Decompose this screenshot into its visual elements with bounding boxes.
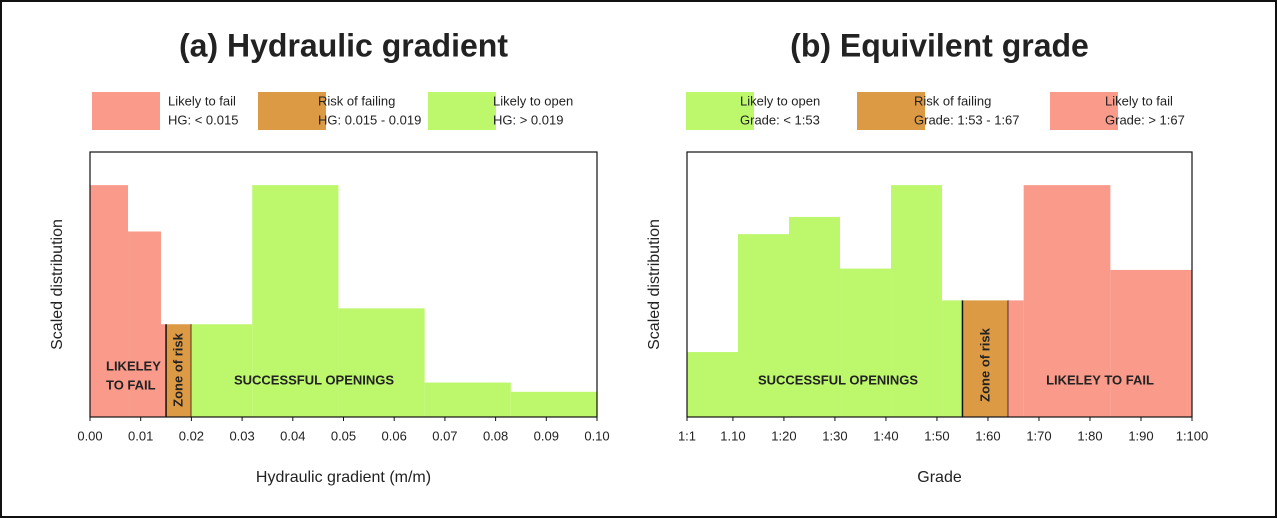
x-axis-label: Hydraulic gradient (m/m) xyxy=(256,469,431,486)
legend-detail: HG: 0.015 - 0.019 xyxy=(318,112,421,127)
annotation: SUCCESSFUL OPENINGS xyxy=(234,372,394,387)
bar xyxy=(687,352,739,417)
x-tick-label: 0.00 xyxy=(77,428,102,443)
annotation: Zone of risk xyxy=(170,332,185,406)
legend-label: Likely to fail xyxy=(168,93,236,108)
bar xyxy=(166,324,192,417)
legend-swatch xyxy=(686,92,754,130)
bar xyxy=(962,300,1009,417)
legend-detail: HG: < 0.015 xyxy=(168,112,238,127)
bar xyxy=(128,231,161,417)
annotation: LIKELEY xyxy=(106,358,161,373)
annotation: SUCCESSFUL OPENINGS xyxy=(758,372,918,387)
legend-label: Risk of failing xyxy=(914,93,991,108)
x-tick-label: 1:50 xyxy=(924,428,949,443)
bar xyxy=(891,185,943,417)
x-tick-label: 0.07 xyxy=(432,428,457,443)
x-tick-label: 1:70 xyxy=(1026,428,1051,443)
x-tick-label: 0.06 xyxy=(382,428,407,443)
legend-swatch xyxy=(428,92,496,130)
x-tick-label: 1:30 xyxy=(822,428,847,443)
bar xyxy=(789,216,841,417)
bar xyxy=(840,268,892,417)
bar xyxy=(90,185,129,417)
legend-detail: HG: > 0.019 xyxy=(493,112,563,127)
x-tick-label: 1.10 xyxy=(720,428,745,443)
legend-swatch xyxy=(1050,92,1118,130)
x-axis-label: Grade xyxy=(917,469,962,486)
x-tick-label: 0.08 xyxy=(483,428,508,443)
x-tick-label: 0.09 xyxy=(534,428,559,443)
x-tick-label: 0.04 xyxy=(280,428,305,443)
y-axis-label: Scaled distribution xyxy=(646,219,663,350)
y-axis-label: Scaled distribution xyxy=(49,219,66,350)
x-tick-label: 1:90 xyxy=(1128,428,1153,443)
bar xyxy=(338,308,425,417)
legend-detail: Grade: 1:53 - 1:67 xyxy=(914,112,1020,127)
x-tick-label: 0.01 xyxy=(128,428,153,443)
legend-label: Risk of failing xyxy=(318,93,395,108)
bar xyxy=(160,324,167,417)
bar xyxy=(510,391,597,417)
bar xyxy=(738,234,790,417)
annotation: LIKELEY TO FAIL xyxy=(1046,372,1154,387)
plot-frame xyxy=(686,151,1193,418)
x-tick-label: 1:1 xyxy=(678,428,696,443)
x-tick-label: 0.05 xyxy=(331,428,356,443)
x-tick-label: 1:80 xyxy=(1077,428,1102,443)
x-tick-label: 1:100 xyxy=(1176,428,1209,443)
bar xyxy=(1110,269,1192,417)
legend-swatch xyxy=(857,92,925,130)
bar xyxy=(252,185,339,417)
chart-title: (a) Hydraulic gradient xyxy=(179,27,508,63)
legend-detail: Grade: > 1:67 xyxy=(1105,112,1185,127)
legend-detail: Grade: < 1:53 xyxy=(740,112,820,127)
bar xyxy=(942,300,963,417)
bar xyxy=(191,324,253,417)
x-tick-label: 0.02 xyxy=(179,428,204,443)
bar xyxy=(1023,185,1111,417)
annotation: Zone of risk xyxy=(977,327,992,401)
legend-label: Likely to open xyxy=(740,93,820,108)
x-tick-label: 1:60 xyxy=(975,428,1000,443)
x-tick-label: 1:40 xyxy=(873,428,898,443)
bar xyxy=(424,382,511,417)
legend-label: Likely to open xyxy=(493,93,573,108)
legend-swatch xyxy=(92,92,160,130)
legend-label: Likely to fail xyxy=(1105,93,1173,108)
chart-title: (b) Equivilent grade xyxy=(790,27,1089,63)
bar xyxy=(1008,300,1024,417)
annotation: TO FAIL xyxy=(106,377,156,392)
x-tick-label: 1:20 xyxy=(771,428,796,443)
legend-swatch xyxy=(258,92,326,130)
x-tick-label: 0.10 xyxy=(584,428,609,443)
x-tick-label: 0.03 xyxy=(229,428,254,443)
